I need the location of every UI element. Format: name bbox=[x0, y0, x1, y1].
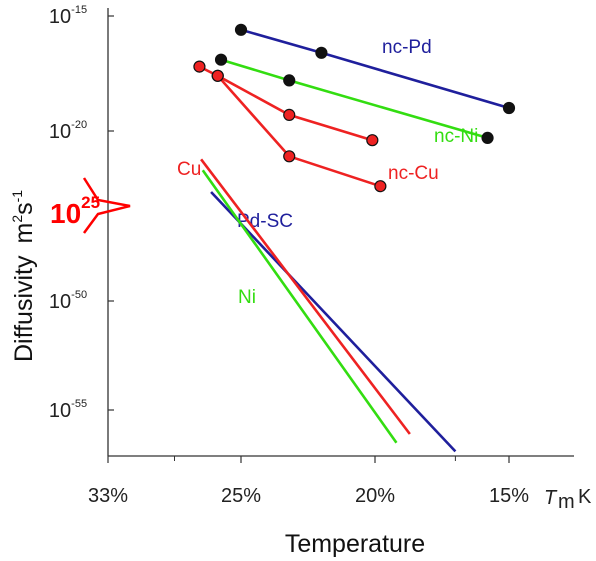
data-point bbox=[315, 46, 328, 59]
x-tick-label: 25% bbox=[221, 485, 261, 507]
y-axis-title: Diffusivitym2s-1 bbox=[9, 190, 38, 362]
series-label-nc-Cu: nc-Cu bbox=[388, 163, 439, 184]
data-point bbox=[283, 150, 296, 163]
series-line-nc-Cu bbox=[198, 65, 381, 188]
data-point bbox=[214, 53, 228, 66]
data-point bbox=[193, 60, 206, 73]
data-point bbox=[366, 134, 379, 147]
x-unit-label: T bbox=[544, 487, 558, 509]
data-point bbox=[283, 108, 296, 122]
data-point bbox=[502, 101, 516, 115]
series-line-nc-Pd bbox=[240, 28, 510, 110]
data-point bbox=[374, 180, 387, 193]
x-axis-title: Temperature bbox=[285, 530, 425, 558]
ticks-layer: 10-15 10-20 10-50 10-55 33% 25% 20% 15% bbox=[49, 4, 529, 507]
series-label-nc-Pd: nc-Pd bbox=[382, 37, 432, 58]
x-tick-label: 15% bbox=[489, 485, 529, 507]
data-point bbox=[234, 23, 248, 36]
x-tick-label: 33% bbox=[88, 485, 128, 507]
series-line-Ni bbox=[201, 169, 398, 444]
y-tick-label: 10-20 bbox=[49, 119, 87, 143]
axis-break-zigzag bbox=[82, 177, 131, 234]
data-point bbox=[211, 69, 224, 82]
series-label-Cu: Cu bbox=[177, 159, 201, 180]
series-line-Pd-SC bbox=[210, 191, 457, 453]
data-point bbox=[481, 131, 494, 144]
axis-break-label: 1025 bbox=[50, 193, 100, 229]
x-unit-k: K bbox=[578, 486, 592, 508]
y-tick-label: 10-55 bbox=[49, 398, 87, 422]
x-tick-label: 20% bbox=[355, 485, 395, 507]
series-line-Cu bbox=[200, 158, 411, 435]
series-line-unnamed-3 bbox=[217, 74, 373, 142]
series-label-nc-Ni: nc-Ni bbox=[434, 126, 478, 147]
y-tick-label: 10-15 bbox=[49, 4, 87, 28]
x-unit-subscript: m bbox=[558, 491, 575, 513]
series-label-Ni: Ni bbox=[238, 287, 256, 308]
y-tick-label: 10-50 bbox=[49, 289, 87, 313]
data-point bbox=[283, 74, 296, 87]
